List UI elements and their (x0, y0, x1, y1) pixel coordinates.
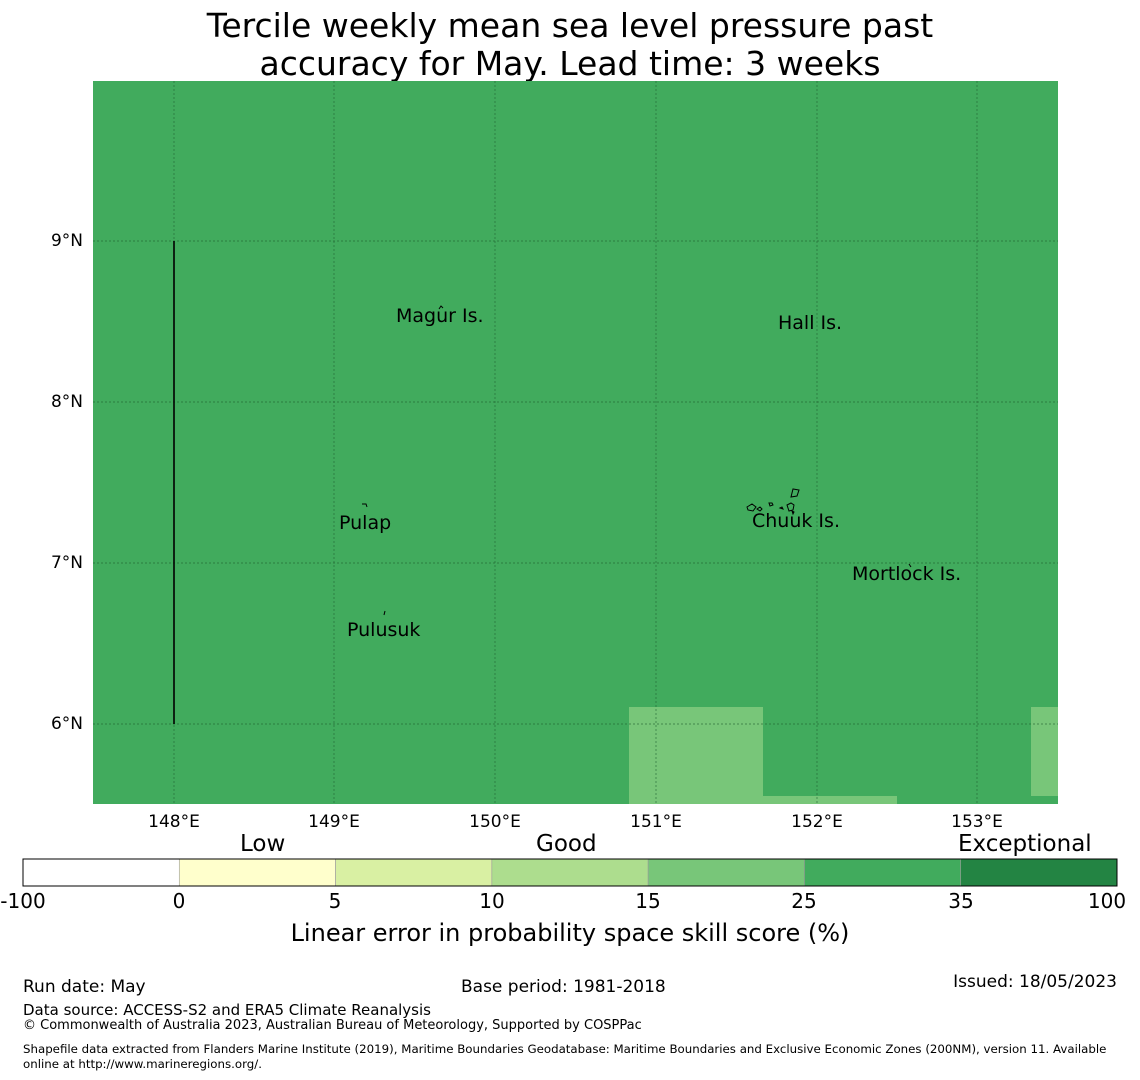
colorbar-category-good: Good (536, 831, 597, 857)
colorbar-tick-label: -100 (0, 889, 46, 913)
colorbar-tick-label: 15 (635, 889, 661, 913)
colorbar-segment (335, 858, 493, 887)
lat-label-8n: 8°N (50, 392, 83, 412)
lon-label-150e: 150°E (469, 812, 521, 832)
colorbar (22, 858, 1118, 887)
mortlock-island-outline (908, 563, 912, 568)
lon-label-152e: 152°E (791, 812, 843, 832)
lat-label-9n: 9°N (50, 231, 83, 251)
colorbar-tick-label: 10 (479, 889, 505, 913)
colorbar-tick-label: 0 (172, 889, 186, 913)
map-background (93, 81, 1058, 804)
place-label-magur: Magur Is. (396, 305, 484, 327)
place-label-pulusuk: Pulusuk (347, 619, 421, 641)
skill-patch (763, 796, 897, 804)
colorbar-border (22, 858, 1118, 887)
data-source: Data source: ACCESS-S2 and ERA5 Climate … (23, 1001, 431, 1019)
run-date: Run date: May (23, 977, 146, 997)
colorbar-segment (804, 858, 962, 887)
colorbar-title: Linear error in probability space skill … (290, 919, 850, 947)
skill-patch (1031, 707, 1058, 796)
base-period: Base period: 1981-2018 (461, 977, 666, 997)
colorbar-tick-label: 100 (1087, 889, 1127, 913)
place-label-mortlock: Mortlock Is. (852, 563, 962, 585)
colorbar-category-exceptional: Exceptional (958, 831, 1092, 857)
colorbar-segment (960, 858, 1118, 887)
issued-date: Issued: 18/05/2023 (953, 972, 1117, 992)
chuuk-lagoon-outline (746, 488, 800, 516)
colorbar-tick-label: 35 (948, 889, 974, 913)
lon-label-149e: 149°E (308, 812, 360, 832)
colorbar-segment (647, 858, 805, 887)
colorbar-category-low: Low (240, 831, 286, 857)
colorbar-segment (178, 858, 336, 887)
colorbar-tick-label: 25 (791, 889, 817, 913)
lat-label-6n: 6°N (50, 714, 83, 734)
colorbar-segment (491, 858, 649, 887)
island-outlines (362, 305, 912, 616)
map-gridlines (93, 81, 1058, 804)
lon-label-153e: 153°E (951, 812, 1003, 832)
shapefile-credit-line-2: online at http://www.marineregions.org/. (23, 1057, 262, 1071)
lon-label-151e: 151°E (630, 812, 682, 832)
map-title-line-2: accuracy for May. Lead time: 3 weeks (259, 44, 881, 83)
pulusuk-island-outline (383, 610, 386, 616)
lon-label-148e: 148°E (148, 812, 200, 832)
magur-island-outline (438, 305, 444, 310)
map-title-line-1: Tercile weekly mean sea level pressure p… (206, 6, 934, 45)
skill-patches (629, 707, 1058, 804)
place-label-hall: Hall Is. (778, 312, 843, 334)
lat-label-7n: 7°N (50, 553, 83, 573)
pulap-island-outline (362, 503, 368, 508)
colorbar-segment (22, 858, 180, 887)
skill-patch (629, 707, 763, 804)
place-label-chuuk: Chuuk Is. (752, 510, 840, 532)
copyright: © Commonwealth of Australia 2023, Austra… (23, 1018, 642, 1033)
place-label-pulap: Pulap (339, 512, 392, 534)
colorbar-tick-label: 5 (328, 889, 342, 913)
shapefile-credit-line-1: Shapefile data extracted from Flanders M… (23, 1042, 1107, 1056)
